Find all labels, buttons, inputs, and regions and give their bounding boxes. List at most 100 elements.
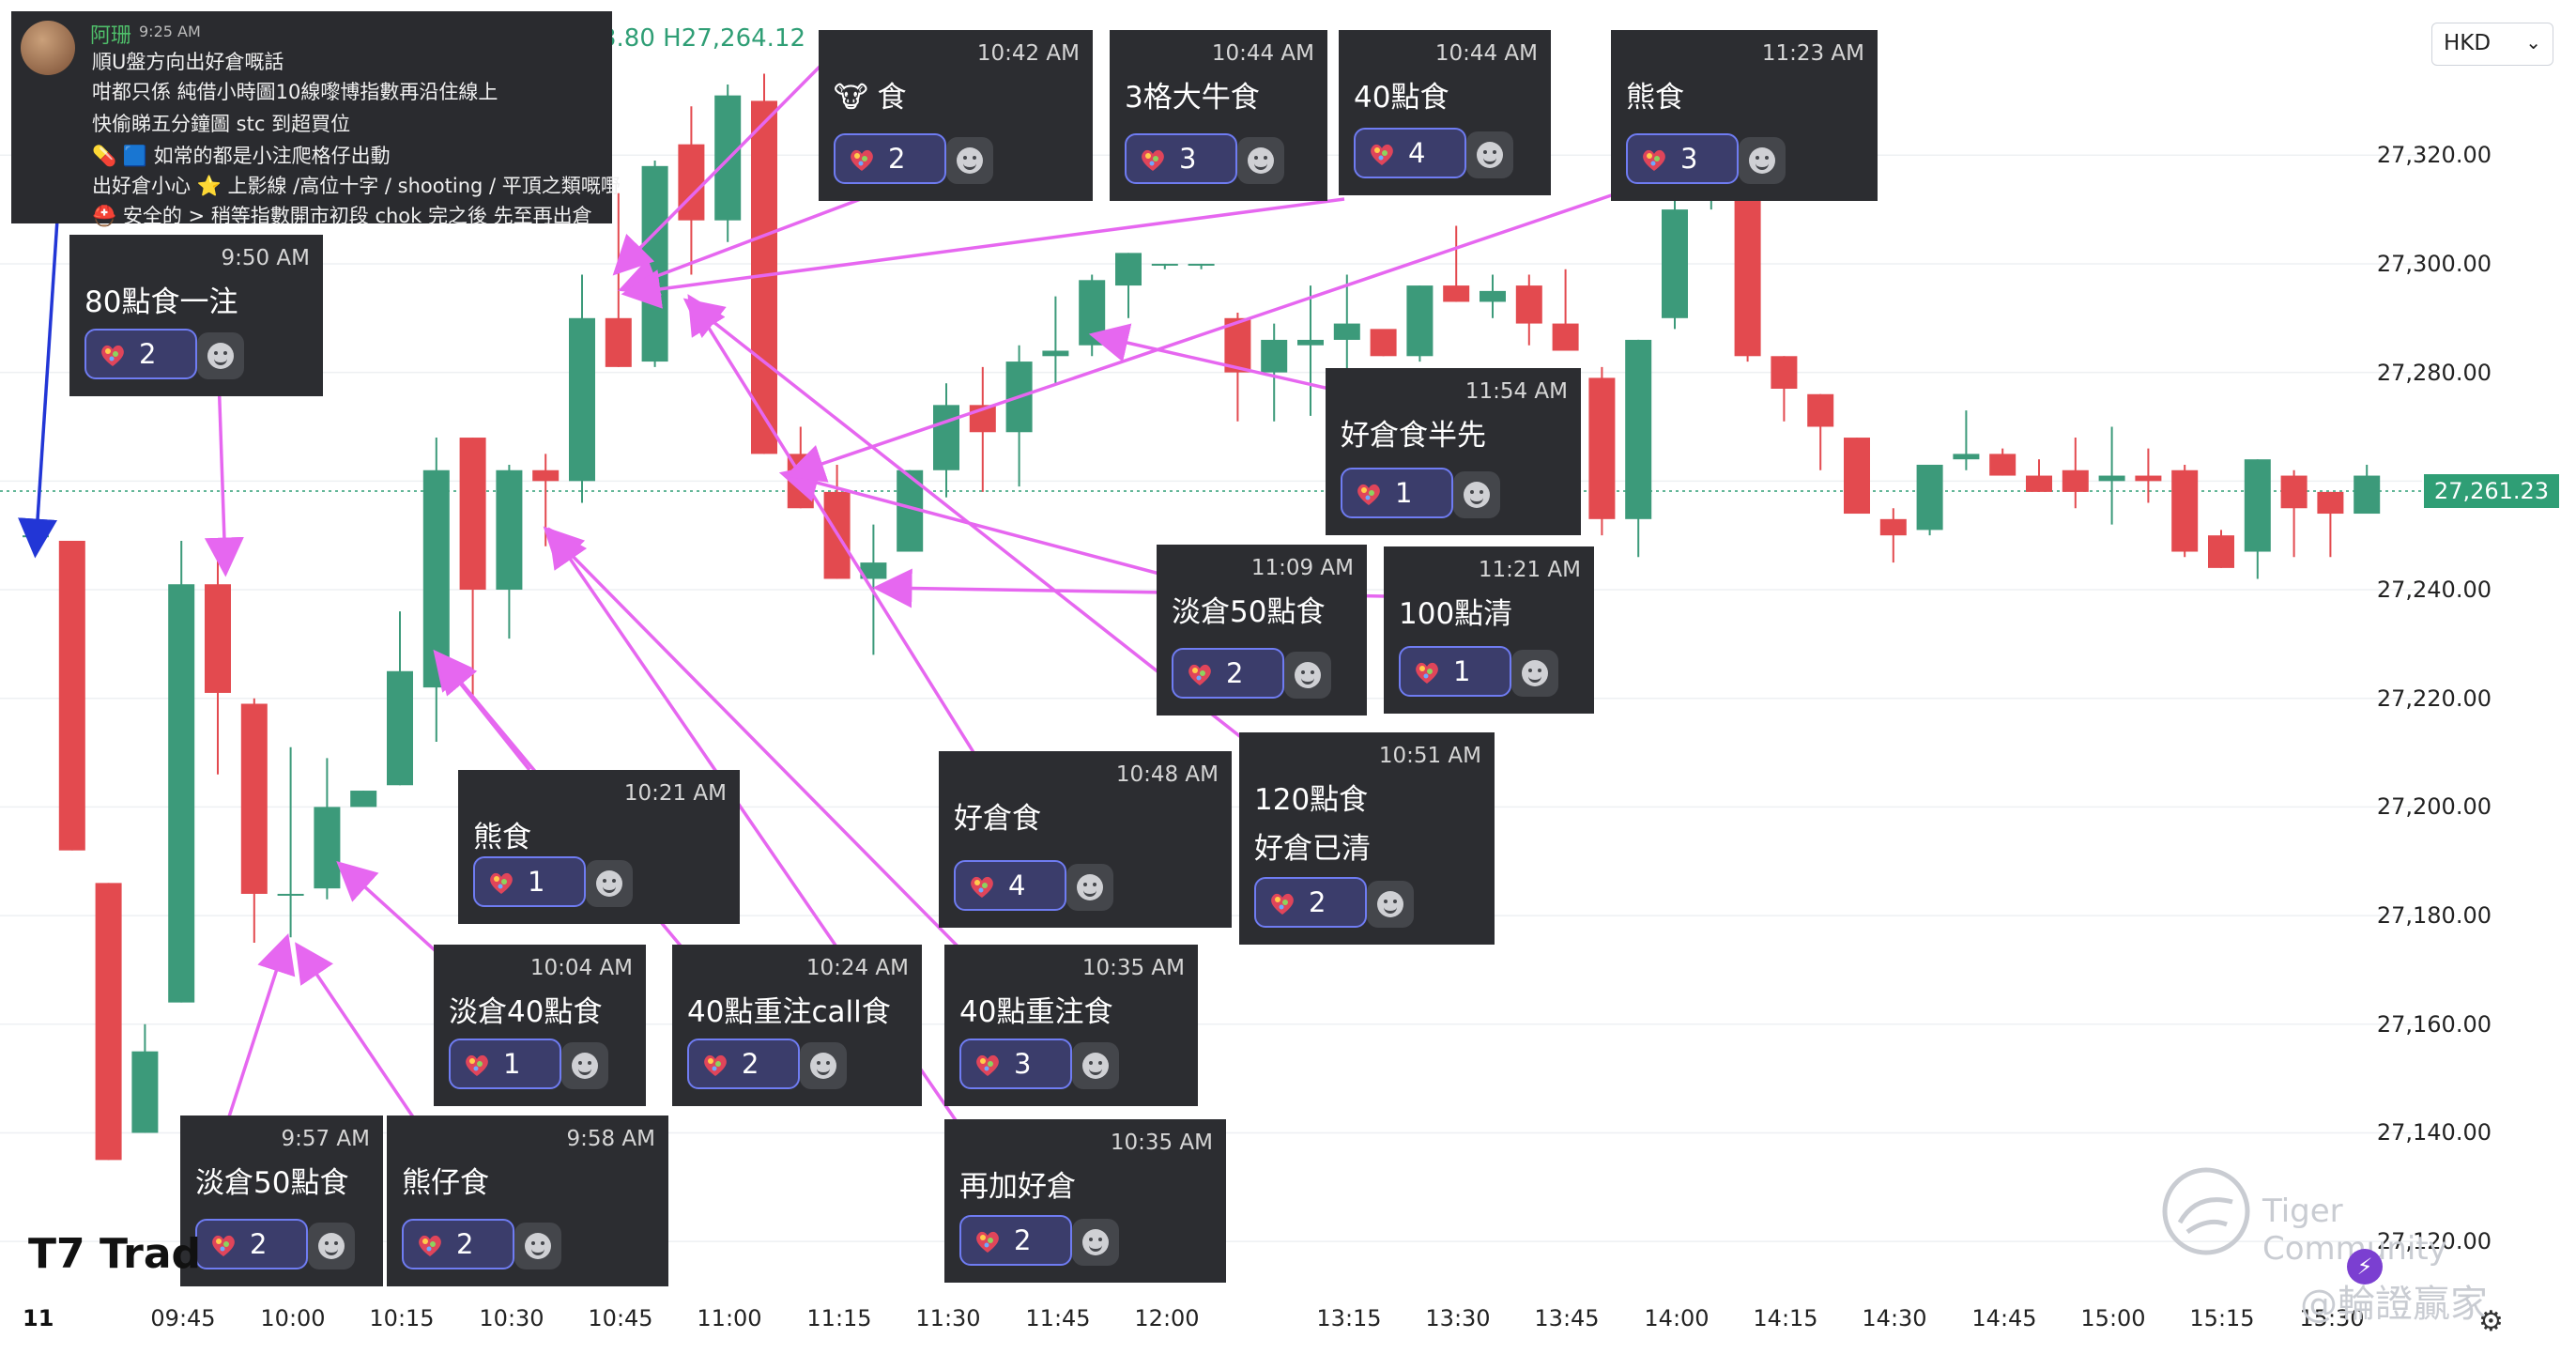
y-tick-label: 27,140.00 (2376, 1119, 2492, 1146)
candle (933, 383, 959, 498)
add-reaction-button[interactable] (1066, 864, 1113, 911)
reaction-pill[interactable]: 3 (1626, 133, 1739, 184)
candle-body (2171, 469, 2199, 552)
note-text: 好倉食 (954, 794, 1041, 843)
note-card[interactable]: 9:58 AM 熊仔食 2 (387, 1116, 668, 1286)
candle-body (131, 1051, 159, 1133)
note-card[interactable]: 10:35 AM 再加好倉 2 (944, 1119, 1226, 1283)
reaction-pill[interactable]: 2 (84, 329, 197, 379)
x-tick-label: 15:30 (2299, 1305, 2365, 1331)
reaction-pill[interactable]: 1 (1341, 468, 1453, 518)
add-reaction-button[interactable] (1511, 650, 1558, 697)
candle (496, 464, 523, 639)
reaction-pill[interactable]: 2 (1254, 877, 1367, 928)
note-card[interactable]: 9:50 AM 80點食一注 2 (69, 235, 323, 396)
candle (1807, 393, 1834, 470)
reaction-pill[interactable]: 1 (449, 1039, 561, 1089)
add-reaction-button[interactable] (1072, 1219, 1119, 1266)
add-reaction-button[interactable] (561, 1042, 608, 1089)
note-line: 好倉已清 (1254, 832, 1371, 866)
candle-body (1443, 285, 1470, 302)
note-text: 熊仔食 (402, 1159, 489, 1208)
add-reaction-button[interactable] (946, 137, 993, 184)
add-reaction-button[interactable] (1072, 1042, 1119, 1089)
smile-icon (1522, 660, 1548, 686)
note-card[interactable]: 11:23 AM 熊食 3 (1611, 30, 1878, 201)
candle-body (350, 791, 377, 808)
y-tick-label: 27,240.00 (2376, 577, 2492, 604)
note-time: 10:51 AM (1378, 744, 1481, 768)
reaction-pill[interactable]: 2 (959, 1215, 1072, 1266)
lightning-icon[interactable]: ⚡ (2347, 1249, 2383, 1285)
chat-author: 阿珊 (90, 24, 132, 48)
watermark-brand: Tiger Community (2262, 1192, 2447, 1268)
note-time: 10:35 AM (1081, 956, 1185, 980)
candle-body (387, 670, 413, 786)
reaction-pill[interactable]: 2 (402, 1219, 514, 1269)
note-card[interactable]: 10:51 AM 120點食 好倉已清 2 (1239, 732, 1495, 945)
reaction-pill[interactable]: 3 (1125, 133, 1237, 184)
x-tick-label: 10:00 (260, 1305, 326, 1331)
add-reaction-button[interactable] (586, 860, 633, 907)
gear-icon[interactable]: ⚙ (2478, 1305, 2504, 1338)
note-card[interactable]: 11:54 AM 好倉食半先 1 (1326, 368, 1581, 535)
add-reaction-button[interactable] (197, 332, 244, 379)
note-card[interactable]: 10:35 AM 40點重注食 3 (944, 945, 1198, 1106)
candle (58, 540, 85, 851)
add-reaction-button[interactable] (800, 1042, 847, 1089)
reaction-pill[interactable]: 1 (1399, 646, 1511, 697)
candle (1079, 274, 1106, 357)
chat-line: 出好倉小心 ⭐ 上影線 /高位十字 / shooting / 平頂之類嘅嘢 (92, 175, 621, 197)
add-reaction-button[interactable] (1237, 137, 1284, 184)
add-reaction-button[interactable] (1739, 137, 1786, 184)
note-time: 9:58 AM (566, 1127, 655, 1151)
y-tick-label: 27,200.00 (2376, 793, 2492, 821)
candle-body (569, 317, 595, 482)
note-card[interactable]: 11:09 AM 淡倉50點食 2 (1157, 545, 1367, 715)
candle-body (1406, 285, 1434, 357)
reaction-pill[interactable]: 2 (1172, 648, 1284, 699)
note-card[interactable]: 10:44 AM 3格大牛食 3 (1110, 30, 1327, 201)
add-reaction-button[interactable] (308, 1223, 355, 1269)
candle-body (1151, 263, 1178, 266)
candle-body (1844, 438, 1870, 515)
reaction-pill[interactable]: 3 (959, 1039, 1072, 1089)
currency-select[interactable]: HKD ⌄ (2431, 23, 2553, 66)
candle (459, 438, 486, 699)
note-card[interactable]: 10:04 AM 淡倉40點食 1 (434, 945, 646, 1106)
x-tick-label: 10:15 (369, 1305, 435, 1331)
candle (95, 883, 122, 1161)
candle (969, 366, 996, 492)
annotation-arrow (785, 186, 1634, 483)
note-card[interactable]: 10:44 AM 40點食 4 (1339, 30, 1551, 195)
reaction-pill[interactable]: 2 (195, 1219, 308, 1269)
annotation-arrow (621, 197, 1345, 309)
add-reaction-button[interactable] (1466, 131, 1513, 178)
add-reaction-button[interactable] (1367, 881, 1414, 928)
reaction-pill[interactable]: 4 (954, 860, 1066, 911)
candle-body (496, 469, 523, 591)
x-tick-label: 14:30 (1862, 1305, 1927, 1331)
x-tick-label: 13:45 (1534, 1305, 1600, 1331)
candle (1297, 285, 1324, 416)
annotation-arrow (1088, 323, 1372, 400)
candle-body (1807, 393, 1834, 427)
note-card[interactable]: 9:57 AM 淡倉50點食 2 (180, 1116, 383, 1286)
reaction-pill[interactable]: 2 (834, 133, 946, 184)
note-card[interactable]: 10:21 AM 熊食 1 (458, 770, 740, 924)
note-card[interactable]: 11:21 AM 100點清 1 (1384, 546, 1594, 714)
candle (1480, 274, 1506, 318)
note-card[interactable]: 10:48 AM 好倉食 4 (939, 751, 1232, 928)
candle-body (1370, 329, 1397, 357)
reaction-pill[interactable]: 2 (687, 1039, 800, 1089)
chat-line: ⛑️ 安全的 > 稍等指數開市初段 chok 完之後 先至再出倉 (92, 205, 592, 227)
note-card[interactable]: 10:24 AM 40點重注call食 2 (672, 945, 922, 1106)
heart-bouquet-icon (212, 1235, 235, 1256)
add-reaction-button[interactable] (1284, 652, 1331, 699)
reaction-pill[interactable]: 4 (1354, 128, 1466, 178)
add-reaction-button[interactable] (514, 1223, 561, 1269)
add-reaction-button[interactable] (1453, 471, 1500, 518)
reaction-pill[interactable]: 1 (473, 856, 586, 907)
candle (569, 274, 595, 503)
note-card[interactable]: 10:42 AM 🐮 食 2 (819, 30, 1093, 201)
